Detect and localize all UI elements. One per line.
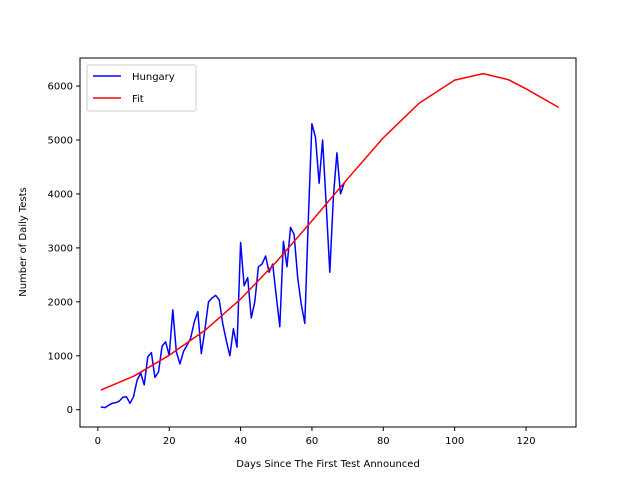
series-line-fit <box>100 72 559 391</box>
x-tick-label: 20 <box>163 436 176 447</box>
y-tick-label: 0 <box>67 405 73 416</box>
x-tick-label: 40 <box>234 436 247 447</box>
y-axis-label: Number of Daily Tests <box>18 187 29 297</box>
y-tick-label: 6000 <box>48 82 73 93</box>
x-tick-label: 60 <box>306 436 319 447</box>
y-tick-label: 4000 <box>48 189 73 200</box>
x-tick-label: 120 <box>516 436 535 447</box>
x-tick-label: 100 <box>445 436 464 447</box>
y-tick-label: 3000 <box>48 243 73 254</box>
legend-label-fit: Fit <box>132 94 144 105</box>
legend: Hungary Fit <box>86 64 197 112</box>
x-axis-ticks: 0 20 40 60 80 100 120 <box>95 427 536 447</box>
series-line-hungary <box>100 123 345 409</box>
legend-label-hungary: Hungary <box>132 72 175 83</box>
y-axis-ticks: 0 1000 2000 3000 4000 5000 6000 <box>48 82 80 416</box>
x-axis-label: Days Since The First Test Announced <box>236 459 420 470</box>
x-tick-label: 80 <box>377 436 390 447</box>
series-layer <box>100 72 559 409</box>
x-tick-label: 0 <box>95 436 101 447</box>
y-tick-label: 1000 <box>48 351 73 362</box>
y-tick-label: 2000 <box>48 297 73 308</box>
y-tick-label: 5000 <box>48 136 73 147</box>
axes-spines <box>79 57 577 428</box>
